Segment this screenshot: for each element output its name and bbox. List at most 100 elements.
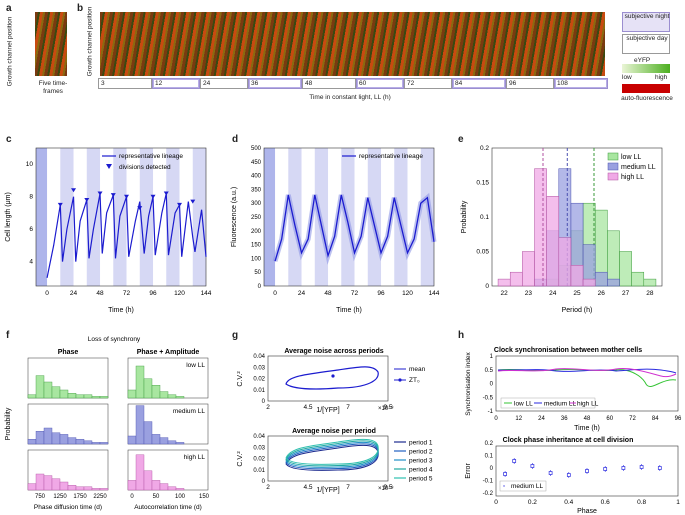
- inheritance-point: [548, 471, 553, 475]
- panel-e-legend-3: high LL: [621, 174, 644, 181]
- panel-e-xlabel: Period (h): [562, 307, 593, 314]
- panel-b-xlabel: Time in constant light, LL (h): [309, 94, 391, 101]
- panel-d-xtick: 24: [298, 290, 306, 297]
- panel-c-xtick: 0: [45, 290, 49, 297]
- division-marker: [163, 191, 169, 196]
- phase-hist-bar: [175, 488, 185, 491]
- timeline-seg: 3: [98, 78, 152, 89]
- phase-hist-bar: [99, 396, 109, 399]
- panel-h-xtick2: 0.4: [564, 499, 573, 506]
- inheritance-point: [657, 466, 662, 470]
- panel-f-xtick1: 2250: [93, 494, 107, 500]
- panel-c-xtick: 144: [201, 290, 212, 297]
- division-marker: [110, 193, 116, 198]
- panel-g-legend-period: period 3: [409, 458, 433, 465]
- legend-low: low: [622, 74, 632, 81]
- panel-h-line-low: [497, 368, 677, 387]
- panel-d-xtick: 0: [273, 290, 277, 297]
- phase-hist-bar: [159, 483, 169, 491]
- panel-c-legend-2: divisions detected: [119, 164, 171, 171]
- panel-h-axes-bottom: [495, 445, 679, 497]
- panel-h-line-high: [497, 368, 677, 378]
- panel-h-xtick1: 72: [629, 416, 636, 422]
- panel-h-title1: Clock synchronisation between mother cel…: [494, 347, 642, 354]
- panel-c-ytick: 10: [26, 161, 34, 168]
- phase-hist-bar: [75, 394, 85, 399]
- phase-hist-bar: [175, 396, 185, 399]
- panel-d-xtick: 72: [351, 290, 359, 297]
- panel-c-ylabel: Cell length (μm): [5, 192, 12, 242]
- panel-g-xtick: 9.5: [383, 404, 392, 411]
- legend-swatch-medium: [607, 162, 619, 171]
- panel-c-ytick: 8: [29, 194, 33, 201]
- division-marker: [84, 197, 90, 202]
- legend-swatch-low: [607, 152, 619, 161]
- panel-c-xtick: 120: [174, 290, 185, 297]
- division-marker: [177, 202, 183, 207]
- panel-e-legend-2: medium LL: [621, 164, 656, 171]
- panel-h-xtick1: 24: [538, 416, 545, 422]
- panel-h-ytick2: 0: [490, 466, 494, 472]
- night-band: [192, 148, 206, 286]
- panel-f-xtick2: 0: [130, 494, 134, 500]
- panel-h-legend1-low: low LL: [514, 401, 533, 408]
- panel-h-line-medium: [497, 368, 677, 374]
- panel-c-xlabel: Time (h): [108, 307, 134, 314]
- timeline-seg: 48: [302, 78, 356, 89]
- panel-g-ytick: 0: [262, 479, 266, 485]
- panel-h-legend1-high: high LL: [577, 401, 599, 408]
- panel-h-xtick1: 60: [606, 416, 613, 422]
- panel-g-xtick: 2: [266, 484, 270, 491]
- legend-night-label: subjective night: [624, 13, 670, 20]
- panel-d-ylabel: Fluorescence (a.u.): [231, 187, 238, 247]
- panel-h-xtick2: 0.2: [528, 499, 537, 506]
- panel-e-ytick: 0.15: [476, 180, 489, 187]
- panel-g-xlabel-bottom: 1/[YFP]: [316, 487, 339, 494]
- period-bar: [534, 168, 547, 287]
- panel-d-lineage-line: [274, 194, 435, 262]
- panel-c-xtick: 24: [70, 290, 78, 297]
- timeline-seg: 108: [554, 78, 608, 89]
- panel-g-legend-period: period 5: [409, 476, 433, 483]
- panel-h-xtick2: 0.8: [637, 499, 646, 506]
- inheritance-point: [585, 469, 589, 473]
- panel-b-timeline: 3 12 24 36 48 60 72 84 96 108: [98, 78, 608, 89]
- phase-hist-bar: [27, 394, 37, 399]
- panel-h-xtick1: 84: [652, 416, 659, 422]
- panel-g-chart: Average noise across periods mean ZT₀ Av…: [237, 348, 433, 494]
- phase-hist-bar: [51, 432, 61, 445]
- panel-f-col2: Phase + Amplitude: [137, 349, 200, 356]
- panel-g-label: g: [232, 330, 239, 341]
- panel-g-xtick: 9.5: [383, 484, 392, 491]
- phase-hist-bar: [151, 480, 161, 491]
- panel-h-ytick1: 0.5: [485, 368, 494, 374]
- legend-eyfp-bar: [622, 64, 670, 73]
- panel-h-xtick2: 0: [494, 499, 498, 506]
- panel-f-row-label: low LL: [186, 362, 205, 369]
- panel-d-xtick: 144: [429, 290, 440, 297]
- panel-c-label: c: [6, 134, 12, 145]
- panel-d-ytick: 50: [254, 270, 261, 276]
- panel-e-legend-1: low LL: [621, 154, 641, 161]
- phase-hist-bar: [59, 434, 69, 445]
- panel-f-ylabel: Probability: [5, 407, 12, 440]
- division-marker: [150, 194, 156, 199]
- panel-h-legend1-medium: medium LL: [544, 401, 577, 408]
- inheritance-point: [621, 466, 626, 470]
- phase-hist-bar: [27, 438, 37, 445]
- panel-h-legend2-box: [499, 480, 547, 492]
- division-marker: [137, 206, 143, 211]
- division-marker: [71, 188, 77, 193]
- legend-marker-zt0: [398, 378, 402, 382]
- panel-f-col1: Phase: [58, 349, 79, 356]
- phase-hist-bar: [83, 486, 93, 491]
- phase-hist-bar: [151, 385, 161, 399]
- panel-h-ytick1: 1: [490, 354, 494, 360]
- panel-d-xtick: 120: [402, 290, 413, 297]
- panel-g-xtick: 7: [346, 404, 350, 411]
- panel-c-legend-1: representative lineage: [119, 153, 183, 160]
- phase-hist-bar: [27, 483, 37, 491]
- panel-d-ytick: 500: [251, 146, 262, 152]
- panel-d-ytick: 150: [251, 243, 262, 249]
- panel-d-ytick: 400: [251, 174, 262, 180]
